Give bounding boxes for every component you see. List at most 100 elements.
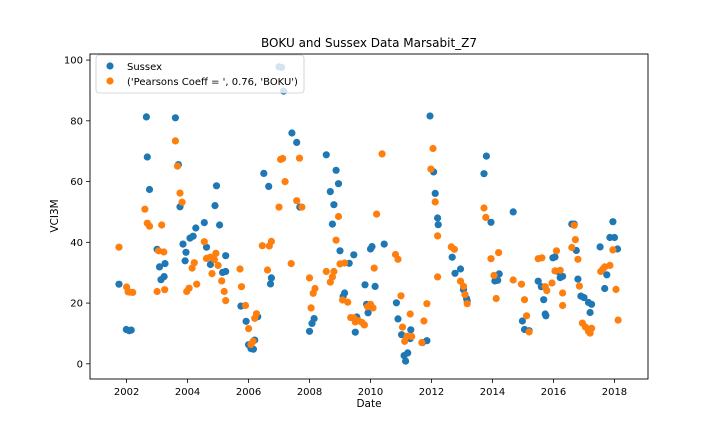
data-point bbox=[480, 204, 488, 212]
data-point bbox=[461, 291, 469, 299]
data-point bbox=[482, 213, 490, 221]
x-tick-label: 2008 bbox=[297, 387, 322, 398]
data-point bbox=[330, 267, 338, 276]
data-point bbox=[344, 298, 352, 306]
data-point bbox=[311, 284, 319, 293]
data-point bbox=[208, 270, 216, 278]
data-point bbox=[293, 197, 301, 205]
data-point bbox=[456, 277, 465, 285]
y-axis: 0 20 40 60 80 100 bbox=[64, 56, 90, 370]
data-point bbox=[380, 240, 388, 248]
data-point bbox=[181, 257, 189, 265]
data-point bbox=[487, 218, 495, 226]
data-point bbox=[326, 188, 334, 196]
data-point bbox=[188, 264, 196, 272]
data-point bbox=[260, 169, 268, 177]
data-point bbox=[160, 248, 168, 256]
data-point bbox=[176, 189, 184, 197]
data-point bbox=[200, 238, 208, 246]
data-point bbox=[171, 137, 179, 145]
data-point bbox=[574, 275, 582, 283]
data-point bbox=[361, 281, 369, 289]
data-point bbox=[211, 202, 219, 210]
data-point bbox=[614, 316, 622, 324]
legend-box bbox=[95, 54, 305, 94]
data-point bbox=[523, 312, 531, 320]
data-point bbox=[610, 233, 619, 242]
data-point bbox=[609, 246, 617, 254]
data-point bbox=[482, 152, 490, 160]
data-point bbox=[222, 252, 230, 260]
y-tick-label: 0 bbox=[77, 359, 83, 370]
data-point bbox=[275, 203, 283, 211]
data-point bbox=[328, 220, 336, 228]
data-point bbox=[431, 198, 439, 206]
series-boku bbox=[115, 137, 622, 348]
data-point bbox=[420, 317, 428, 325]
data-point bbox=[609, 218, 617, 226]
data-point bbox=[431, 189, 439, 197]
x-tick-label: 2004 bbox=[175, 387, 200, 398]
data-point bbox=[518, 317, 527, 325]
data-point bbox=[588, 300, 596, 308]
data-point bbox=[267, 274, 275, 282]
data-point bbox=[218, 277, 226, 285]
data-point bbox=[142, 113, 150, 121]
data-point bbox=[408, 332, 416, 341]
data-point bbox=[307, 304, 315, 312]
data-point bbox=[214, 261, 222, 269]
data-point bbox=[179, 240, 187, 248]
data-point bbox=[534, 277, 542, 285]
data-point bbox=[378, 150, 386, 158]
data-point bbox=[429, 144, 437, 153]
data-point bbox=[588, 324, 596, 332]
data-point bbox=[190, 259, 198, 267]
data-point bbox=[406, 310, 414, 318]
legend-marker bbox=[106, 77, 114, 85]
data-point bbox=[480, 170, 488, 178]
data-point bbox=[322, 267, 330, 276]
data-point bbox=[394, 315, 402, 323]
data-point bbox=[332, 236, 340, 244]
x-tick-label: 2010 bbox=[358, 387, 383, 398]
plot-area bbox=[89, 53, 649, 380]
data-point bbox=[603, 271, 611, 279]
data-point bbox=[341, 259, 349, 267]
data-point bbox=[115, 243, 123, 251]
data-point bbox=[279, 154, 287, 163]
data-point bbox=[189, 232, 197, 240]
data-point bbox=[397, 292, 405, 300]
x-tick-label: 2014 bbox=[480, 387, 505, 398]
x-axis-label: Date bbox=[356, 398, 381, 410]
legend-label: ('Pearsons Coeff = ', 0.76, 'BOKU') bbox=[127, 77, 298, 88]
data-point bbox=[360, 321, 368, 329]
data-point bbox=[571, 236, 580, 244]
data-point bbox=[145, 222, 154, 230]
data-point bbox=[288, 129, 296, 137]
data-point bbox=[434, 273, 442, 281]
data-point bbox=[456, 265, 465, 273]
data-point bbox=[281, 178, 289, 186]
y-axis-label: VCI3M bbox=[49, 199, 61, 232]
x-axis: 2002 2004 2006 2008 2010 2012 2014 2016 2018 bbox=[114, 379, 627, 398]
data-point bbox=[212, 182, 221, 190]
data-point bbox=[402, 357, 410, 365]
data-point bbox=[182, 248, 190, 256]
data-point bbox=[596, 243, 604, 251]
series-sussex bbox=[115, 63, 622, 365]
data-point bbox=[330, 201, 338, 209]
data-point bbox=[351, 328, 359, 336]
data-point bbox=[548, 279, 556, 287]
data-point bbox=[434, 214, 442, 222]
data-point bbox=[525, 328, 533, 336]
data-point bbox=[509, 276, 517, 284]
data-point bbox=[298, 203, 306, 211]
data-point bbox=[509, 208, 517, 216]
data-point bbox=[487, 255, 495, 263]
x-tick-label: 2006 bbox=[236, 387, 261, 398]
data-point bbox=[202, 243, 211, 251]
data-point bbox=[568, 243, 576, 252]
legend-label: Sussex bbox=[127, 62, 162, 73]
